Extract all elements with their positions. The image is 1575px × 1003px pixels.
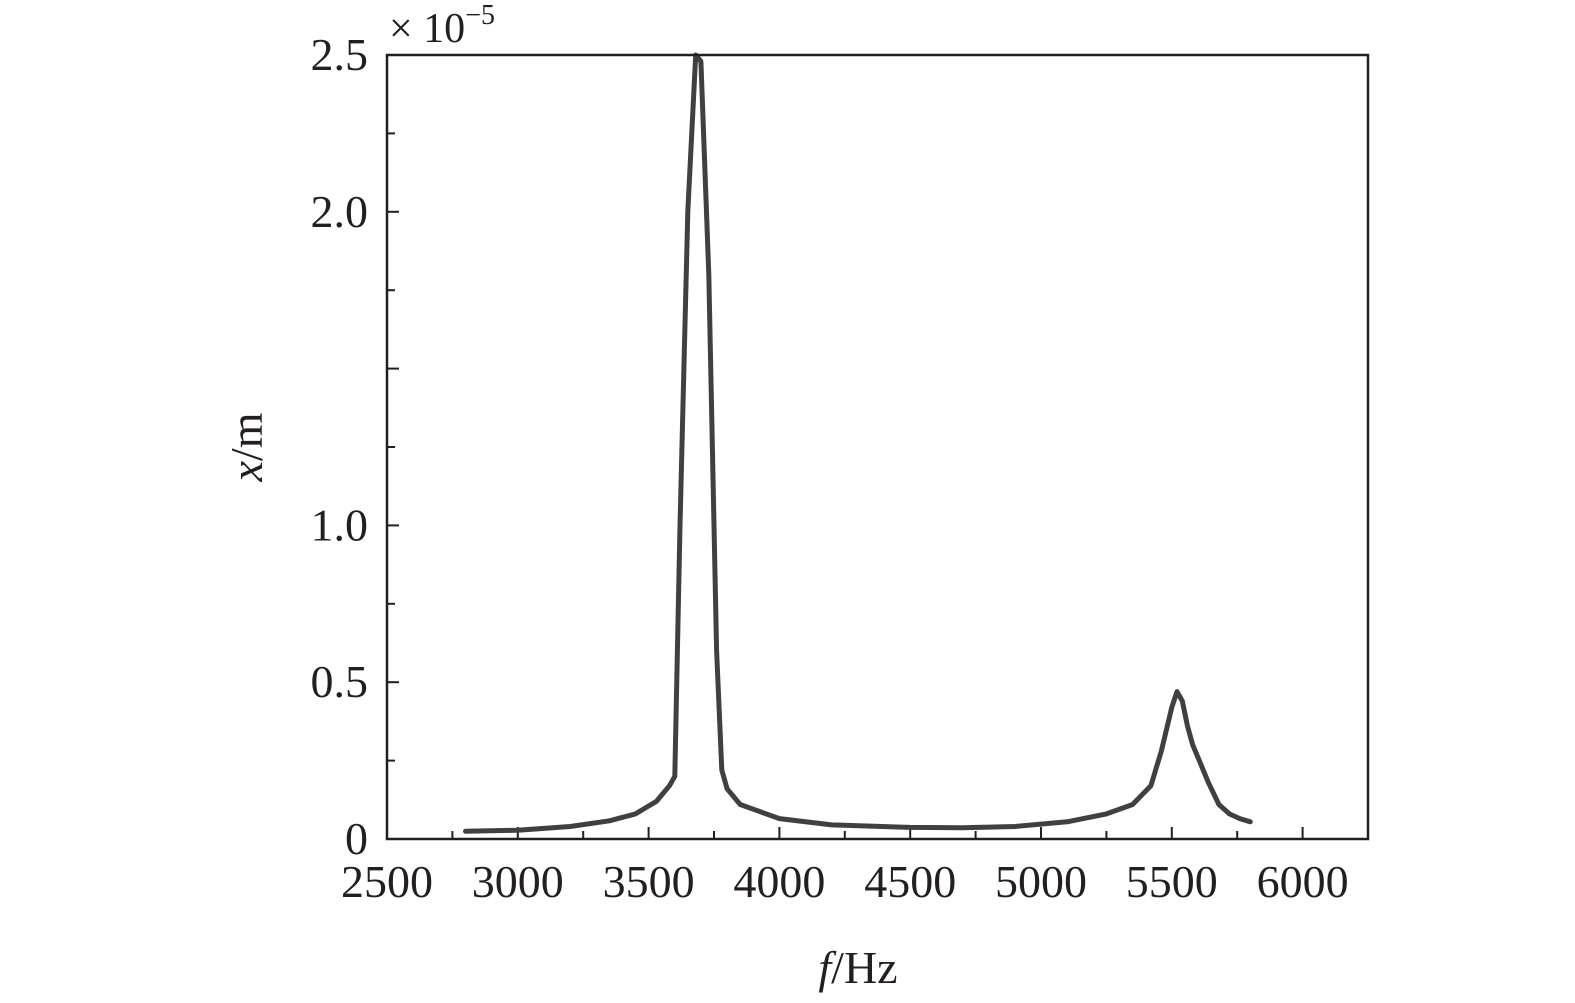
- y-tick-labels: 0 0.5 1.0 2.0 2.5: [311, 29, 369, 864]
- y-axis-multiplier: × 10−5: [389, 0, 495, 52]
- y-tick-label: 2.5: [311, 29, 369, 80]
- y-axis-multiplier-base: × 10: [389, 6, 465, 52]
- y-axis-title: x/m: [221, 412, 272, 482]
- y-tick-label: 2.0: [311, 186, 369, 237]
- series-line-0: [463, 52, 1253, 834]
- y-tick-label: 0.5: [311, 656, 369, 707]
- x-tick-label: 5500: [1126, 856, 1218, 907]
- x-tick-label: 4500: [864, 856, 956, 907]
- y-axis-title-unit: /m: [221, 412, 272, 461]
- x-tick-label: 3000: [472, 856, 564, 907]
- y-tick-label: 0: [345, 813, 368, 864]
- x-tick-labels: 2500 3000 3500 4000 4500 5000 5500 6000: [341, 856, 1349, 907]
- x-axis-title-unit: /Hz: [831, 942, 897, 993]
- x-tick-label: 2500: [341, 856, 433, 907]
- x-tick-label: 5000: [995, 856, 1087, 907]
- y-axis-ticks: [387, 54, 399, 840]
- x-axis-title: f/Hz: [818, 942, 897, 993]
- y-axis-title-variable: x: [221, 460, 272, 482]
- y-axis-multiplier-exponent: −5: [465, 0, 495, 31]
- x-tick-label: 6000: [1257, 856, 1349, 907]
- x-tick-label: 4000: [733, 856, 825, 907]
- plot-frame: [385, 53, 1370, 841]
- x-tick-label: 3500: [603, 856, 695, 907]
- y-tick-label: 1.0: [311, 499, 369, 550]
- series-layer: [463, 52, 1253, 834]
